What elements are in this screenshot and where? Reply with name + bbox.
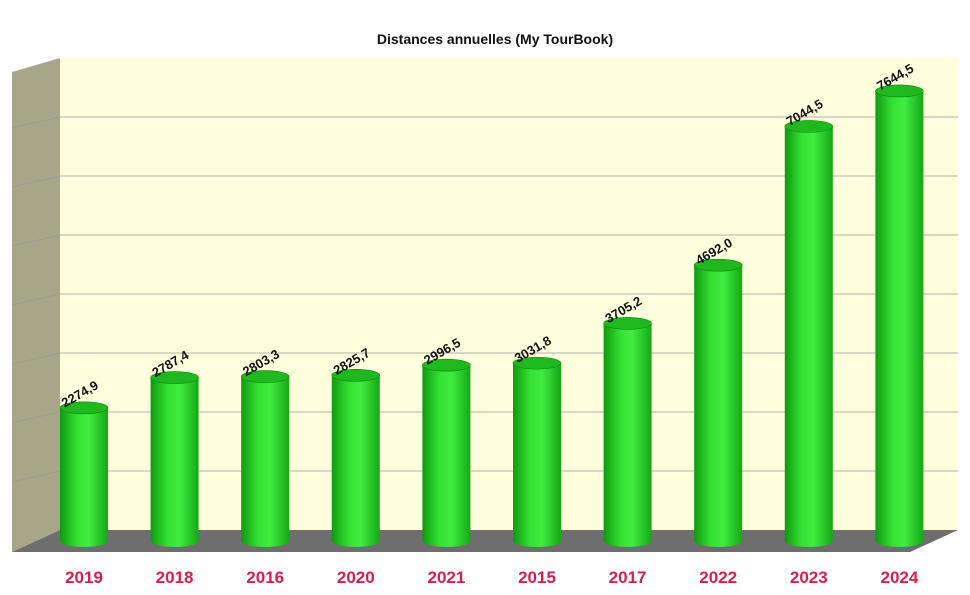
category-label: 2020 — [337, 568, 375, 587]
gridline-side — [11, 470, 61, 483]
category-labels-group: 2019 2018 2016 2020 2021 2015 2017 2022 2023 2024 — [65, 568, 919, 587]
bar-top — [422, 358, 471, 372]
bar-top — [875, 84, 924, 98]
bar-body — [60, 407, 108, 547]
bar — [693, 258, 743, 547]
bar-body — [875, 90, 924, 548]
bar-top — [603, 317, 652, 330]
category-label: 2015 — [518, 568, 556, 587]
gridline-side — [11, 352, 61, 365]
gridline-side — [11, 293, 61, 306]
bar-body — [513, 363, 561, 547]
bar-body — [150, 377, 199, 547]
side-wall — [12, 58, 60, 552]
bar — [240, 370, 290, 547]
gridline-side — [11, 234, 61, 247]
category-label: 2018 — [156, 568, 194, 587]
category-label: 2023 — [790, 568, 828, 587]
bar — [603, 317, 652, 547]
bar — [512, 356, 562, 547]
bar-top — [512, 356, 562, 370]
bar-body — [241, 376, 290, 547]
category-label: 2016 — [246, 568, 284, 587]
bar — [150, 371, 199, 547]
bars-group — [59, 84, 924, 548]
bar-body — [331, 375, 380, 547]
gridline-side — [11, 175, 61, 188]
bar-body — [603, 323, 652, 547]
bar-body — [784, 126, 833, 547]
bar — [422, 358, 471, 547]
chart-title: Distances annuelles (My TourBook) — [377, 31, 613, 47]
bar-top — [331, 368, 381, 382]
bar-top — [150, 371, 199, 384]
bar-top — [784, 120, 834, 133]
bar-body — [694, 265, 743, 547]
bar-body — [422, 365, 471, 547]
bar — [875, 84, 924, 548]
bar — [59, 401, 109, 547]
bar-top — [59, 401, 109, 415]
bar — [784, 120, 834, 547]
category-label: 2019 — [65, 568, 103, 587]
category-label: 2022 — [699, 568, 737, 587]
gridline-side — [11, 116, 61, 129]
category-label: 2021 — [427, 568, 465, 587]
category-label: 2017 — [609, 568, 647, 587]
bar-top — [240, 370, 290, 383]
gridline-side — [11, 411, 61, 424]
bar — [331, 368, 381, 547]
category-label: 2024 — [880, 568, 918, 587]
bar-top — [693, 258, 743, 272]
